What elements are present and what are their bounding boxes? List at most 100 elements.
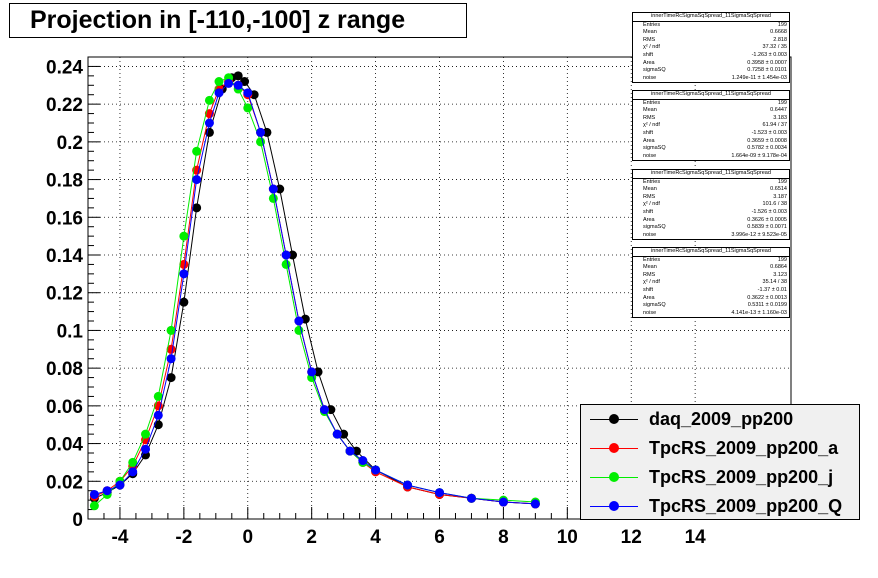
stats-title: innerTimeRcSigmaSqSpread_11SigmaSqSpread <box>633 13 789 22</box>
y-tick-label: 0.02 <box>46 472 83 493</box>
stats-key: χ² / ndf <box>643 44 660 51</box>
stats-row: sigmaSQ 0.5311 ± 0.0199 <box>633 302 789 310</box>
stats-value: 0.5311 ± 0.0199 <box>747 302 787 309</box>
stats-key: sigmaSQ <box>643 145 666 152</box>
stats-row: sigmaSQ 0.7258 ± 0.0101 <box>633 67 789 75</box>
data-point <box>192 175 202 185</box>
stats-value: 0.6864 <box>770 264 787 271</box>
legend-marker <box>609 414 619 424</box>
stats-value: 101.6 / 38 <box>762 201 787 208</box>
stats-value: 37.32 / 35 <box>762 44 787 51</box>
stats-key: χ² / ndf <box>643 122 660 129</box>
stats-value: 199 <box>777 178 787 185</box>
stats-key: shift <box>643 51 654 58</box>
stats-title: innerTimeRcSigmaSqSpread_11SigmaSqSpread <box>633 248 789 257</box>
stats-row: shift -1.523 ± 0.003 <box>633 130 789 138</box>
stats-key: noise <box>643 152 657 159</box>
y-tick-label: 0.2 <box>57 133 83 154</box>
y-tick-label: 0.14 <box>46 246 83 267</box>
data-point <box>319 405 329 415</box>
stats-key: noise <box>643 231 657 238</box>
y-tick-label: 0.12 <box>46 284 83 305</box>
x-tick-label: 0 <box>242 527 253 548</box>
x-tick-label: 2 <box>306 527 317 548</box>
y-tick-label: 0.04 <box>46 435 83 456</box>
stats-row: RMS 2.818 <box>633 37 789 45</box>
stats-row: sigmaSQ 0.5839 ± 0.0071 <box>633 224 789 232</box>
stats-key: RMS <box>643 193 656 200</box>
data-point <box>214 77 224 87</box>
legend-label: TpcRS_2009_pp200_j <box>649 467 834 487</box>
stats-key: Mean <box>643 186 657 193</box>
stats-value: 2.818 <box>773 36 787 43</box>
stats-row: χ² / ndf 35.14 / 38 <box>633 279 789 287</box>
stats-value: 0.3958 ± 0.0007 <box>747 59 787 66</box>
data-point <box>214 88 224 98</box>
stats-row: Entries 199 <box>633 257 789 265</box>
data-point <box>371 465 381 475</box>
x-tick-label: 12 <box>621 527 642 548</box>
stats-row: noise 3.996e-12 ± 9.523e-05 <box>633 232 789 240</box>
legend-label: TpcRS_2009_pp200_a <box>649 438 839 458</box>
stats-key: shift <box>643 286 654 293</box>
stats-key: Entries <box>643 99 661 106</box>
stats-row: noise 4.141e-13 ± 1.160e-03 <box>633 310 789 318</box>
data-point <box>281 259 291 269</box>
stats-key: sigmaSQ <box>643 302 666 309</box>
legend-entry: daq_2009_pp200 <box>581 405 859 434</box>
stats-key: Mean <box>643 264 657 271</box>
data-point <box>89 501 99 511</box>
stats-row: χ² / ndf 61.94 / 37 <box>633 122 789 130</box>
stats-row: noise 1.664e-09 ± 9.178e-04 <box>633 153 789 161</box>
data-point <box>262 127 272 137</box>
data-point <box>233 80 243 90</box>
y-tick-label: 0.08 <box>46 359 83 380</box>
stats-key: sigmaSQ <box>643 224 666 231</box>
y-tick-label: 0.1 <box>57 321 84 342</box>
stats-value: 0.3622 ± 0.0013 <box>747 294 787 301</box>
data-point <box>192 203 202 213</box>
data-point <box>294 316 304 326</box>
legend-label: daq_2009_pp200 <box>649 409 794 429</box>
stats-value: 199 <box>777 21 787 28</box>
data-point <box>307 367 317 377</box>
stats-row: Mean 0.6864 <box>633 264 789 272</box>
stats-key: noise <box>643 74 657 81</box>
x-tick-label: 4 <box>370 527 381 548</box>
series-group <box>89 71 540 511</box>
stats-box: innerTimeRcSigmaSqSpread_11SigmaSqSpread… <box>632 90 790 162</box>
data-point <box>345 446 355 456</box>
stats-key: χ² / ndf <box>643 201 660 208</box>
stats-key: χ² / ndf <box>643 279 660 286</box>
stats-key: shift <box>643 208 654 215</box>
stats-value: 3.123 <box>773 271 787 278</box>
stats-value: 199 <box>777 256 787 263</box>
data-point <box>115 480 125 490</box>
stats-key: sigmaSQ <box>643 67 666 74</box>
data-point <box>128 457 138 467</box>
y-tick-label: 0.18 <box>46 171 83 192</box>
data-point <box>204 118 214 128</box>
stats-row: Entries 199 <box>633 22 789 30</box>
data-point <box>179 231 189 241</box>
stats-row: χ² / ndf 101.6 / 38 <box>633 201 789 209</box>
data-point <box>243 88 253 98</box>
data-point <box>435 488 444 498</box>
stats-key: Area <box>643 137 655 144</box>
stats-value: 199 <box>777 99 787 106</box>
data-point <box>166 325 176 335</box>
stats-row: Area 0.3958 ± 0.0007 <box>633 60 789 68</box>
stats-row: shift -1.263 ± 0.003 <box>633 52 789 60</box>
data-point <box>351 446 361 456</box>
stats-value: -1.523 ± 0.003 <box>751 129 787 136</box>
stats-row: Entries 199 <box>633 179 789 187</box>
data-point <box>498 497 508 507</box>
chart-title: Projection in [-110,-100] z range <box>9 3 467 38</box>
stats-row: Area 0.3622 ± 0.0013 <box>633 295 789 303</box>
stats-row: Mean 0.6668 <box>633 29 789 37</box>
stats-row: Entries 199 <box>633 100 789 108</box>
data-point <box>179 297 189 307</box>
data-point <box>166 373 176 383</box>
legend-entry: TpcRS_2009_pp200_a <box>581 434 859 463</box>
stats-value: -1.263 ± 0.003 <box>751 51 787 58</box>
